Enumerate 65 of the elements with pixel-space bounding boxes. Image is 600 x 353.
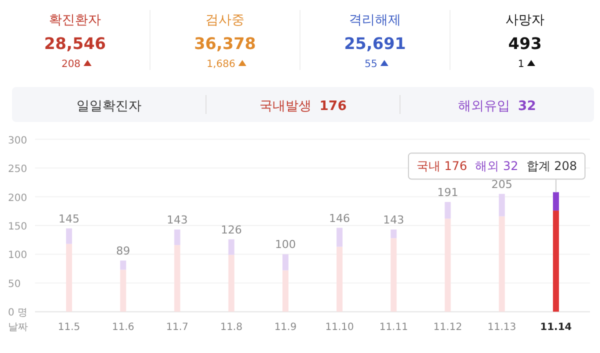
text: 36,378	[194, 34, 256, 53]
total-label: 146	[329, 212, 350, 225]
bar	[336, 228, 343, 247]
total-label: 89	[116, 244, 130, 258]
y-tick-label: 300	[8, 135, 28, 146]
bar	[390, 238, 397, 312]
y-tick-label: 200	[8, 192, 28, 204]
bar	[552, 192, 559, 211]
annotation: 합계 208	[526, 159, 577, 174]
x-tick-label: 11.10	[325, 322, 354, 333]
bar	[120, 270, 126, 312]
text: 493	[508, 34, 542, 53]
annotation: 국내 176	[416, 159, 468, 174]
text: 1	[518, 59, 524, 70]
y-tick-label: 250	[8, 164, 28, 176]
total-label: 205	[491, 178, 512, 191]
bar	[444, 218, 451, 312]
x-tick-label: 11.5	[58, 322, 80, 333]
total-label: 143	[166, 214, 188, 227]
total-label: 126	[220, 223, 242, 236]
text: 208	[61, 59, 81, 70]
text: 55	[364, 59, 378, 70]
x-tick-label: 11.13	[488, 322, 516, 333]
bar	[228, 254, 234, 312]
annotation: 해외 32	[475, 159, 518, 174]
bar	[282, 270, 288, 312]
bar	[120, 260, 126, 270]
bar	[282, 254, 288, 270]
total-label: 143	[383, 214, 404, 227]
text: 해외유입 32	[458, 99, 536, 114]
x-tick-label: 11.11	[379, 322, 408, 333]
y-tick-label: 150	[8, 222, 28, 232]
x-tick-label: 11.12	[433, 322, 462, 333]
x-tick-label: 11.8	[220, 322, 242, 333]
bar	[66, 228, 72, 244]
y-tick-label: 100	[8, 250, 28, 262]
total-label: 145	[58, 212, 80, 226]
x-tick-label: 11.7	[166, 322, 188, 333]
bar	[228, 239, 234, 255]
x-tick-label: 11.6	[112, 322, 134, 333]
bar	[552, 210, 559, 312]
text: 25,691	[344, 34, 406, 53]
text: 사망자	[506, 13, 544, 28]
y-tick-label: 50	[8, 278, 21, 290]
text: 격리해제	[349, 13, 401, 28]
text: 일일확진자	[76, 99, 142, 114]
bar	[444, 202, 451, 219]
bar	[390, 230, 397, 238]
bar	[66, 244, 72, 312]
text: 28,546	[44, 34, 106, 53]
y-tick-label: 0 명	[8, 308, 28, 319]
text: 확진환자	[49, 13, 101, 28]
total-label: 191	[437, 186, 458, 199]
bar	[174, 230, 180, 246]
text: 검사중	[206, 13, 244, 28]
bar	[498, 216, 505, 312]
text: 1,686	[206, 59, 236, 70]
bar	[498, 194, 505, 216]
x-axis-title: 날짜	[8, 322, 28, 333]
total-label: 100	[274, 238, 296, 252]
x-tick-label: 11.9	[274, 322, 297, 333]
text: 국내발생 176	[259, 99, 347, 114]
bar	[174, 245, 180, 312]
x-tick-label: 11.14	[540, 322, 572, 333]
bar	[336, 246, 343, 312]
